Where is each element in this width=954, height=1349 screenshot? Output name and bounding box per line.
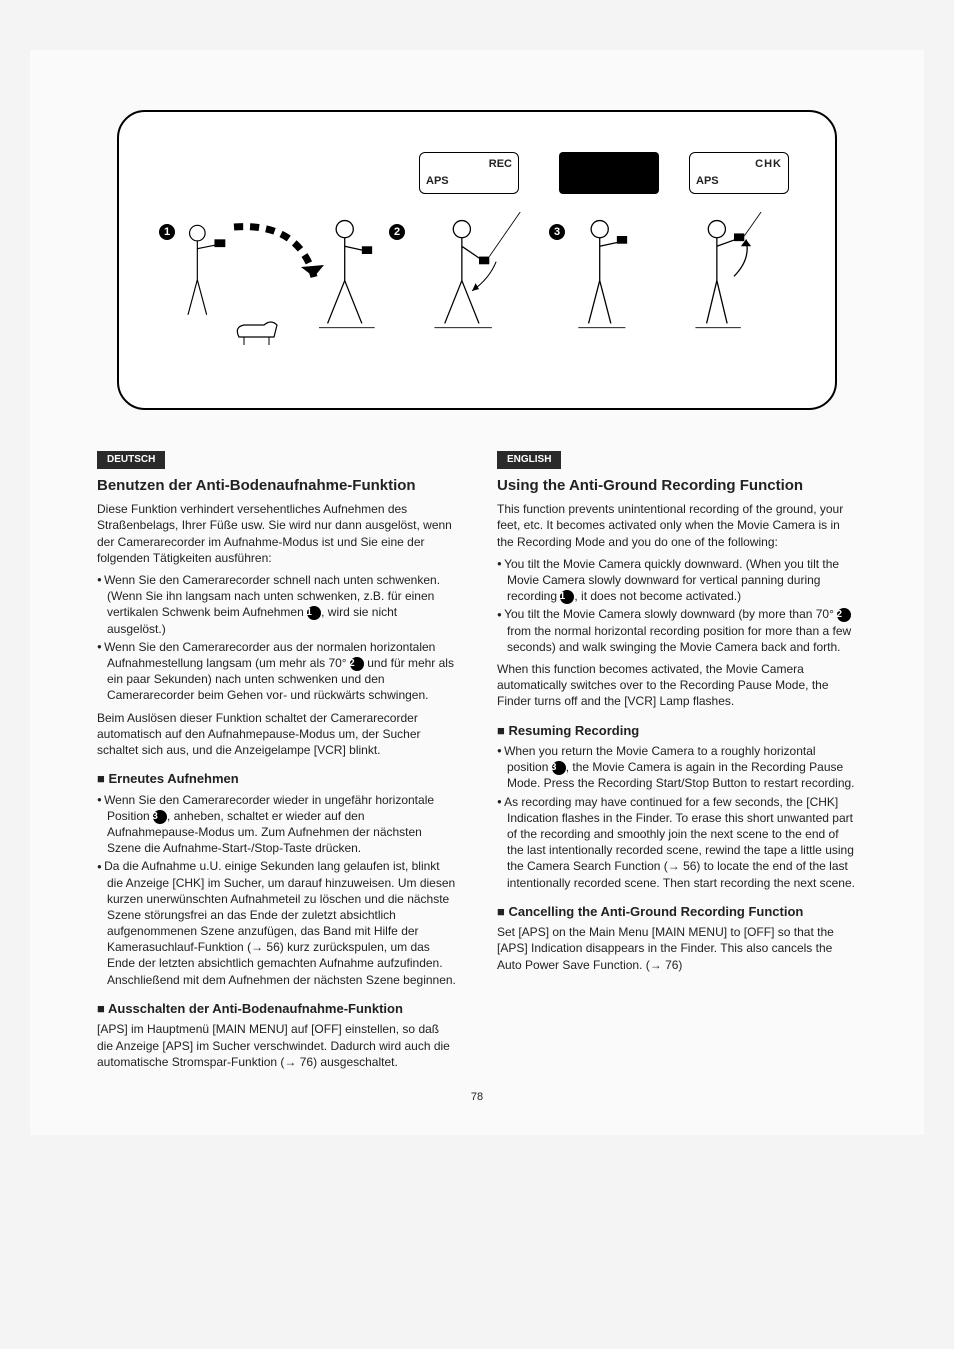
subheading-resume-de: Erneutes Aufnehmen xyxy=(97,770,457,788)
list-item: When you return the Movie Camera to a ro… xyxy=(497,743,857,792)
list-item: Wenn Sie den Camerarecorder aus der norm… xyxy=(97,639,457,704)
cancel-text-en: Set [APS] on the Main Menu [MAIN MENU] t… xyxy=(497,924,857,973)
stick-figure-3a xyxy=(564,212,644,332)
ref-number-1: 1 xyxy=(560,590,574,604)
intro-text-en: This function prevents unintentional rec… xyxy=(497,501,857,550)
english-column: ENGLISH Using the Anti-Ground Recording … xyxy=(497,450,857,1070)
stick-figure-3b xyxy=(674,212,794,332)
stick-figure-2b xyxy=(419,212,539,332)
step-number-1: 1 xyxy=(159,224,175,240)
rec-indicator: REC xyxy=(426,157,512,172)
bullet-list-de: Wenn Sie den Camerarecorder schnell nach… xyxy=(97,572,457,704)
subheading-resume-en: Resuming Recording xyxy=(497,722,857,740)
german-column: DEUTSCH Benutzen der Anti-Bodenaufnahme-… xyxy=(97,450,457,1070)
ref-number-3: 3 xyxy=(552,761,566,775)
list-item: You tilt the Movie Camera quickly downwa… xyxy=(497,556,857,605)
aps-indicator: APS xyxy=(696,174,719,189)
list-item: Wenn Sie den Camerarecorder wieder in un… xyxy=(97,792,457,857)
bullet-list-resume-de: Wenn Sie den Camerarecorder wieder in un… xyxy=(97,792,457,988)
stick-figure-2a xyxy=(309,212,389,332)
ref-number-3: 3 xyxy=(153,810,167,824)
aps-indicator: APS xyxy=(426,174,449,189)
instruction-diagram: REC APS CHK APS 1 2 3 xyxy=(117,110,837,410)
ref-number-1: 1 xyxy=(307,606,321,620)
language-badge-en: ENGLISH xyxy=(497,451,561,469)
bullet-list-en: You tilt the Movie Camera quickly downwa… xyxy=(497,556,857,655)
viewfinder-screen-rec: REC APS xyxy=(419,152,519,194)
text-columns: DEUTSCH Benutzen der Anti-Bodenaufnahme-… xyxy=(97,450,857,1070)
list-item: You tilt the Movie Camera slowly downwar… xyxy=(497,606,857,655)
list-item: As recording may have continued for a fe… xyxy=(497,794,857,891)
subheading-cancel-en: Cancelling the Anti-Ground Recording Fun… xyxy=(497,903,857,921)
list-item: Wenn Sie den Camerarecorder schnell nach… xyxy=(97,572,457,637)
section-title-en: Using the Anti-Ground Recording Function xyxy=(497,477,857,496)
viewfinder-screen-off xyxy=(559,152,659,194)
list-item: Da die Aufnahme u.U. einige Sekunden lan… xyxy=(97,858,457,988)
ref-number-2: 2 xyxy=(350,657,364,671)
cancel-text-de: [APS] im Hauptmenü [MAIN MENU] auf [OFF]… xyxy=(97,1021,457,1070)
subheading-cancel-de: Ausschalten der Anti-Bodenaufnahme-Funkt… xyxy=(97,1000,457,1018)
manual-page: REC APS CHK APS 1 2 3 xyxy=(30,50,924,1135)
section-title-de: Benutzen der Anti-Bodenaufnahme-Funktion xyxy=(97,477,457,496)
ref-number-2: 2 xyxy=(837,608,851,622)
dog-icon xyxy=(229,307,289,347)
after-text-en: When this function becomes activated, th… xyxy=(497,661,857,710)
intro-text-de: Diese Funktion verhindert versehentliche… xyxy=(97,501,457,566)
after-text-de: Beim Auslösen dieser Funktion schaltet d… xyxy=(97,710,457,759)
step-number-3: 3 xyxy=(549,224,565,240)
bullet-list-resume-en: When you return the Movie Camera to a ro… xyxy=(497,743,857,891)
viewfinder-screen-chk: CHK APS xyxy=(689,152,789,194)
page-number: 78 xyxy=(60,1090,894,1105)
language-badge-de: DEUTSCH xyxy=(97,451,165,469)
step-number-2: 2 xyxy=(389,224,405,240)
chk-indicator: CHK xyxy=(696,157,782,172)
